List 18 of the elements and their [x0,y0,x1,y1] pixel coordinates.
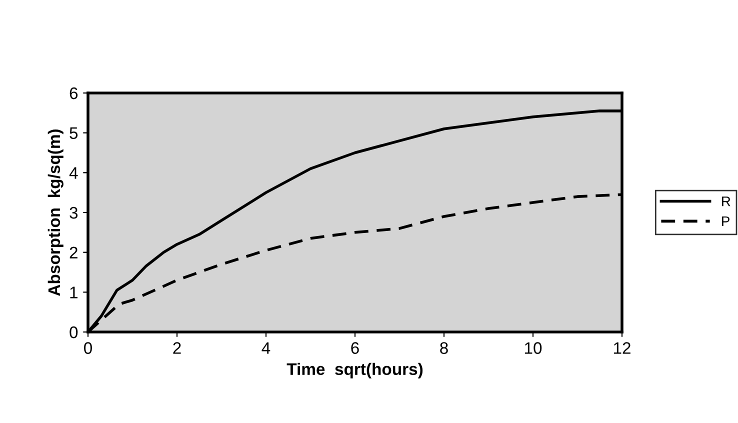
x-tick-label: 4 [262,342,270,354]
y-tick-label: 4 [69,167,78,179]
y-tick-label: 0 [70,326,78,338]
x-tick-label: 10 [525,342,542,354]
y-tick-label: 6 [70,87,78,100]
y-tick-label: 2 [70,246,78,258]
x-tick-label: 2 [173,342,181,354]
legend-label: R [722,196,730,206]
x-tick-label: 0 [84,342,92,354]
y-tick-label: 5 [70,127,78,140]
x-axis-title: Time sqrt(hours) [286,362,423,378]
x-tick-label: 6 [351,342,359,354]
x-tick-label: 12 [614,342,630,354]
x-tick-label: 8 [440,342,448,354]
y-tick-label: 3 [70,206,78,219]
y-tick-label: 1 [70,286,78,298]
y-axis-title: Absorption kg/sq(m) [48,130,64,296]
legend-label: P [722,216,730,226]
